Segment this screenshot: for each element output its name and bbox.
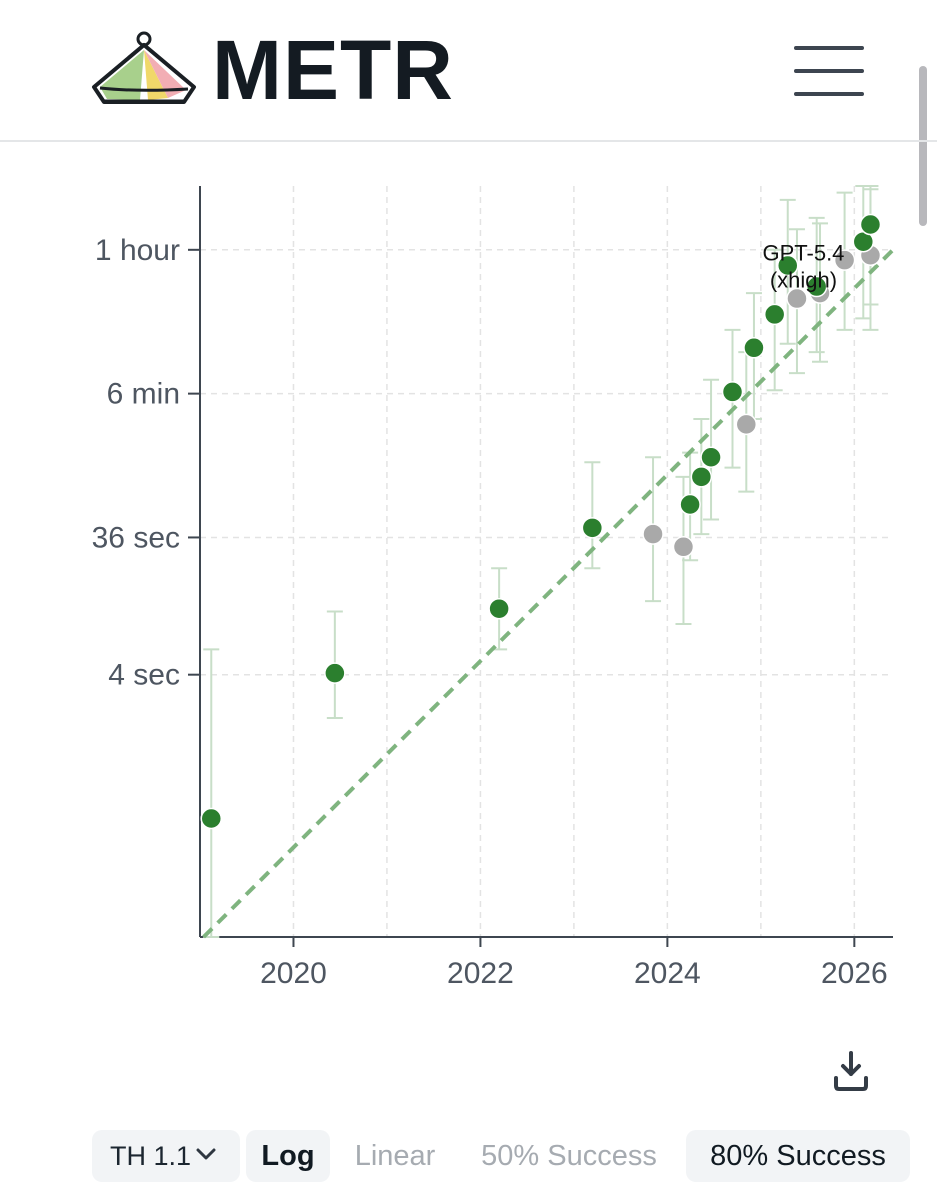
scrollbar-thumb[interactable] bbox=[919, 66, 927, 226]
brand-wordmark[interactable]: METR bbox=[212, 23, 454, 117]
y-tick-label: 1 hour bbox=[95, 234, 180, 267]
frontier-model-point[interactable] bbox=[763, 303, 786, 326]
other-model-point[interactable] bbox=[786, 287, 808, 310]
chevron-down-icon bbox=[196, 1148, 216, 1160]
frontier-model-point[interactable] bbox=[805, 275, 828, 298]
frontier-model-point[interactable] bbox=[324, 662, 346, 684]
task-set-label: TH 1.1 bbox=[110, 1141, 192, 1171]
y-tick-label: 6 min bbox=[107, 378, 180, 411]
x-tick-label: 2020 bbox=[260, 957, 327, 990]
frontier-model-point[interactable] bbox=[200, 807, 223, 830]
log-scale-toggle[interactable]: Log bbox=[246, 1130, 330, 1182]
other-model-point[interactable] bbox=[642, 523, 664, 545]
frontier-model-point[interactable] bbox=[679, 493, 701, 516]
annotation-label: GPT-5.4 bbox=[763, 241, 845, 266]
metr-logo-icon[interactable] bbox=[88, 26, 200, 110]
frontier-model-point[interactable] bbox=[743, 337, 765, 359]
frontier-model-point[interactable] bbox=[721, 381, 744, 403]
x-tick-label: 2022 bbox=[447, 957, 514, 990]
annotation-label: (xhigh) bbox=[770, 268, 837, 293]
frontier-model-point[interactable] bbox=[488, 597, 510, 620]
frontier-model-point[interactable] bbox=[700, 446, 722, 469]
other-model-point[interactable] bbox=[735, 413, 758, 436]
time-horizon-chart: 4 sec 36 sec 6 min 1 hour 2020 2022 2024 2026 GP… bbox=[92, 185, 895, 990]
frontier-model-point[interactable] bbox=[690, 466, 713, 488]
x-tick-label: 2026 bbox=[821, 957, 888, 990]
task-set-dropdown[interactable]: TH 1.1 bbox=[92, 1130, 240, 1182]
frontier-model-point[interactable] bbox=[581, 517, 604, 539]
hamburger-menu-icon[interactable] bbox=[790, 44, 868, 98]
other-model-point[interactable] bbox=[672, 536, 695, 558]
success-80-toggle[interactable]: 80% Success bbox=[686, 1130, 910, 1182]
y-tick-label: 4 sec bbox=[108, 659, 180, 692]
other-model-point[interactable] bbox=[833, 249, 856, 271]
frontier-model-point[interactable] bbox=[859, 213, 882, 236]
linear-scale-toggle[interactable]: Linear bbox=[354, 1140, 436, 1172]
download-icon[interactable] bbox=[828, 1048, 874, 1094]
frontier-model-point[interactable] bbox=[776, 254, 799, 277]
success-50-toggle[interactable]: 50% Success bbox=[481, 1140, 657, 1172]
chart-controls: TH 1.1 Log Linear 50% Success 80% Succes… bbox=[0, 1128, 937, 1188]
y-tick-label: 36 sec bbox=[92, 521, 180, 554]
trend-line bbox=[202, 248, 895, 939]
x-tick-label: 2024 bbox=[634, 957, 701, 990]
site-header: METR bbox=[0, 0, 937, 226]
header-divider bbox=[0, 140, 937, 142]
